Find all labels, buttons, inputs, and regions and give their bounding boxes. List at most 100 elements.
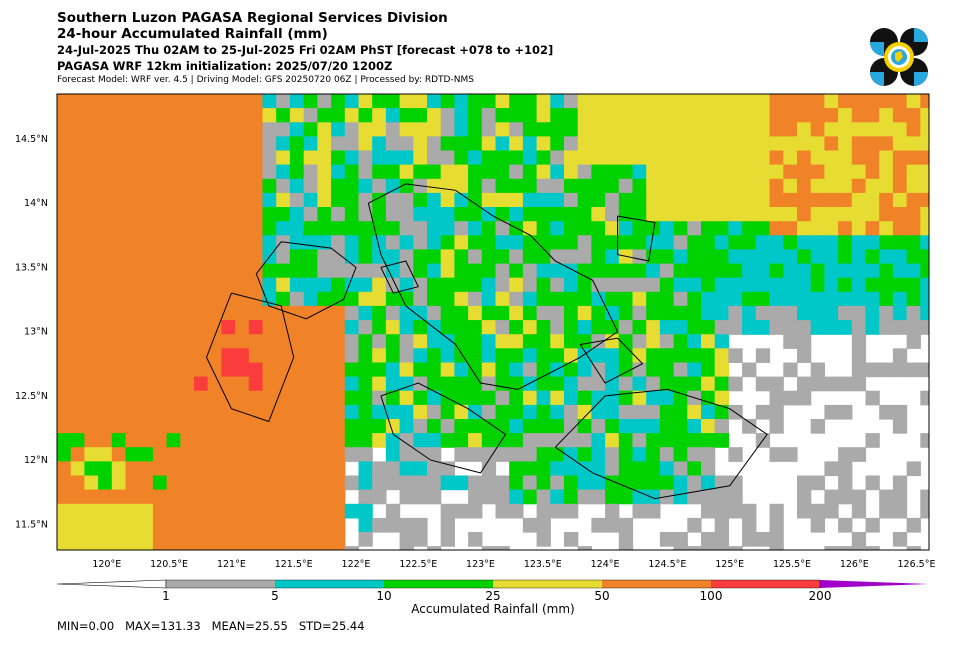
rainfall-cell [577,192,592,208]
rainfall-cell [70,249,85,265]
rainfall-cell [289,122,305,137]
rainfall-cell [865,136,880,152]
rainfall-cell [152,320,168,335]
rainfall-cell [262,532,277,547]
rainfall-cell [166,178,181,194]
rainfall-cell [276,178,291,194]
rainfall-cell [659,404,675,420]
rainfall-cell [57,108,72,123]
rainfall-cell [495,207,510,222]
rainfall-cell [783,277,798,293]
rainfall-cell [207,94,222,109]
rainfall-cell [194,221,209,236]
rainfall-cell [84,546,99,550]
rainfall-cell [125,334,140,349]
rainfall-cell [481,546,497,550]
rainfall-cell [194,136,209,152]
rainfall-cell [207,305,222,321]
rainfall-cell [892,404,908,420]
rainfall-cell [714,192,729,208]
rainfall-cell [413,192,428,208]
rainfall-cell [769,390,784,406]
rainfall-cell [427,277,442,293]
rainfall-cell [564,334,579,349]
rainfall-cell [920,94,929,109]
rainfall-cell [605,291,620,307]
rainfall-cell [522,461,538,477]
rainfall-cell [605,150,620,166]
rainfall-cell [427,164,442,180]
rainfall-cell [605,433,620,448]
rainfall-cell [454,447,469,462]
rainfall-cell [84,263,99,279]
rainfall-cell [303,249,318,265]
rainfall-cell [714,433,729,448]
rainfall-cell [235,334,250,349]
rainfall-cell [454,94,469,109]
rainfall-cell [440,348,455,363]
rainfall-cell [331,164,346,180]
rainfall-cell [673,390,688,406]
rainfall-cell [468,221,483,236]
rainfall-cell [824,305,839,321]
rainfall-cell [248,305,264,321]
rainfall-cell [728,249,743,265]
rainfall-cell [495,475,510,491]
rainfall-cell [879,277,894,293]
rainfall-cell [728,348,743,363]
rainfall-cell [783,136,798,152]
rainfall-cell [166,546,181,550]
rainfall-cell [207,320,222,335]
rainfall-cell [714,263,729,279]
rainfall-cell [70,305,85,321]
rainfall-cell [84,390,99,406]
rainfall-cell [646,164,661,180]
rainfall-cell [605,503,620,519]
rainfall-cell [783,249,798,265]
rainfall-cell [248,461,264,477]
rainfall-cell [659,348,675,363]
rainfall-cell [577,150,592,166]
rainfall-cell [879,249,894,265]
rainfall-cell [810,503,825,519]
rainfall-cell [125,433,140,448]
rainfall-cell [728,277,743,293]
rainfall-cell [385,447,401,462]
rainfall-cell [906,461,921,477]
rainfall-cell [235,207,250,222]
rainfall-cell [755,249,771,265]
rainfall-cell [194,447,209,462]
rainfall-cell [84,249,99,265]
rainfall-cell [564,433,579,448]
rainfall-cell [344,277,360,293]
rainfall-cell [783,447,798,462]
rainfall-cell [399,461,414,477]
rainfall-cell [797,249,812,265]
latitude-tick-label: 14.5°N [15,134,48,145]
rainfall-cell [906,362,921,378]
rainfall-cell [495,221,510,236]
rainfall-cell [454,150,469,166]
rainfall-cell [166,94,181,109]
rainfall-cell [481,263,497,279]
rainfall-cell [659,475,675,491]
rainfall-cell [180,108,195,123]
rainfall-cell [413,263,428,279]
rainfall-cell [618,122,634,137]
rainfall-cell [605,320,620,335]
rainfall-cell [152,164,168,180]
rainfall-cell [591,489,606,505]
rainfall-cell [262,136,277,152]
rainfall-cell [166,404,181,420]
rainfall-cell [564,447,579,462]
rainfall-cell [605,277,620,293]
rainfall-cell [865,517,880,533]
rainfall-cell [481,348,497,363]
rainfall-cell [536,277,551,293]
rainfall-cell [317,164,332,180]
rainfall-cell [838,192,853,208]
rainfall-cell [57,390,72,406]
rainfall-cell [399,334,414,349]
rainfall-cell [358,489,373,505]
rainfall-cell [536,164,551,180]
